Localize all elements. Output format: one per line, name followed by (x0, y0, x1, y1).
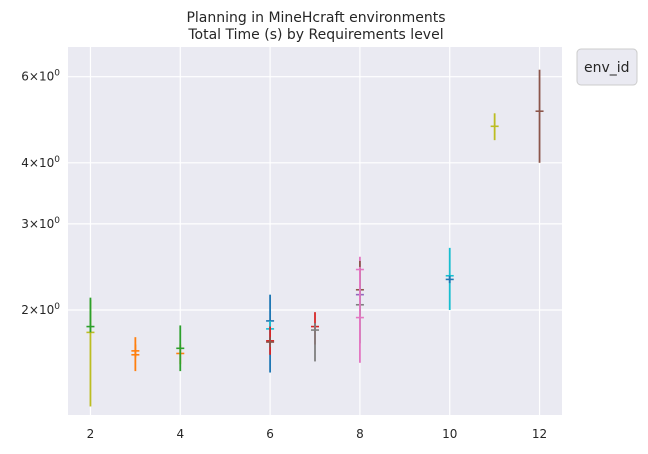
chart-title-line1: Planning in MineHcraft environments (186, 10, 445, 26)
x-tick-label: 12 (532, 427, 547, 441)
y-tick-label: 6×100 (21, 69, 60, 84)
legend[interactable]: env_id (576, 48, 638, 86)
x-tick-label: 10 (442, 427, 457, 441)
error-bars (86, 69, 544, 407)
x-tick-label: 4 (176, 427, 184, 441)
legend-box (576, 48, 638, 86)
x-tick-label: 8 (356, 427, 364, 441)
y-tick-label: 4×100 (21, 155, 60, 170)
y-grid (68, 76, 562, 311)
y-tick-label: 3×100 (21, 216, 60, 231)
x-tick-label: 6 (266, 427, 274, 441)
x-tick-label: 2 (87, 427, 95, 441)
chart-title-line2: Total Time (s) by Requirements level (187, 27, 443, 43)
y-tick-label: 2×100 (21, 302, 60, 317)
x-grid (89, 47, 541, 415)
x-tick-labels: 2 4 6 8 10 12 (87, 427, 548, 441)
y-tick-labels: 2×100 3×100 4×100 6×100 (21, 69, 60, 317)
legend-title: env_id (584, 60, 630, 76)
